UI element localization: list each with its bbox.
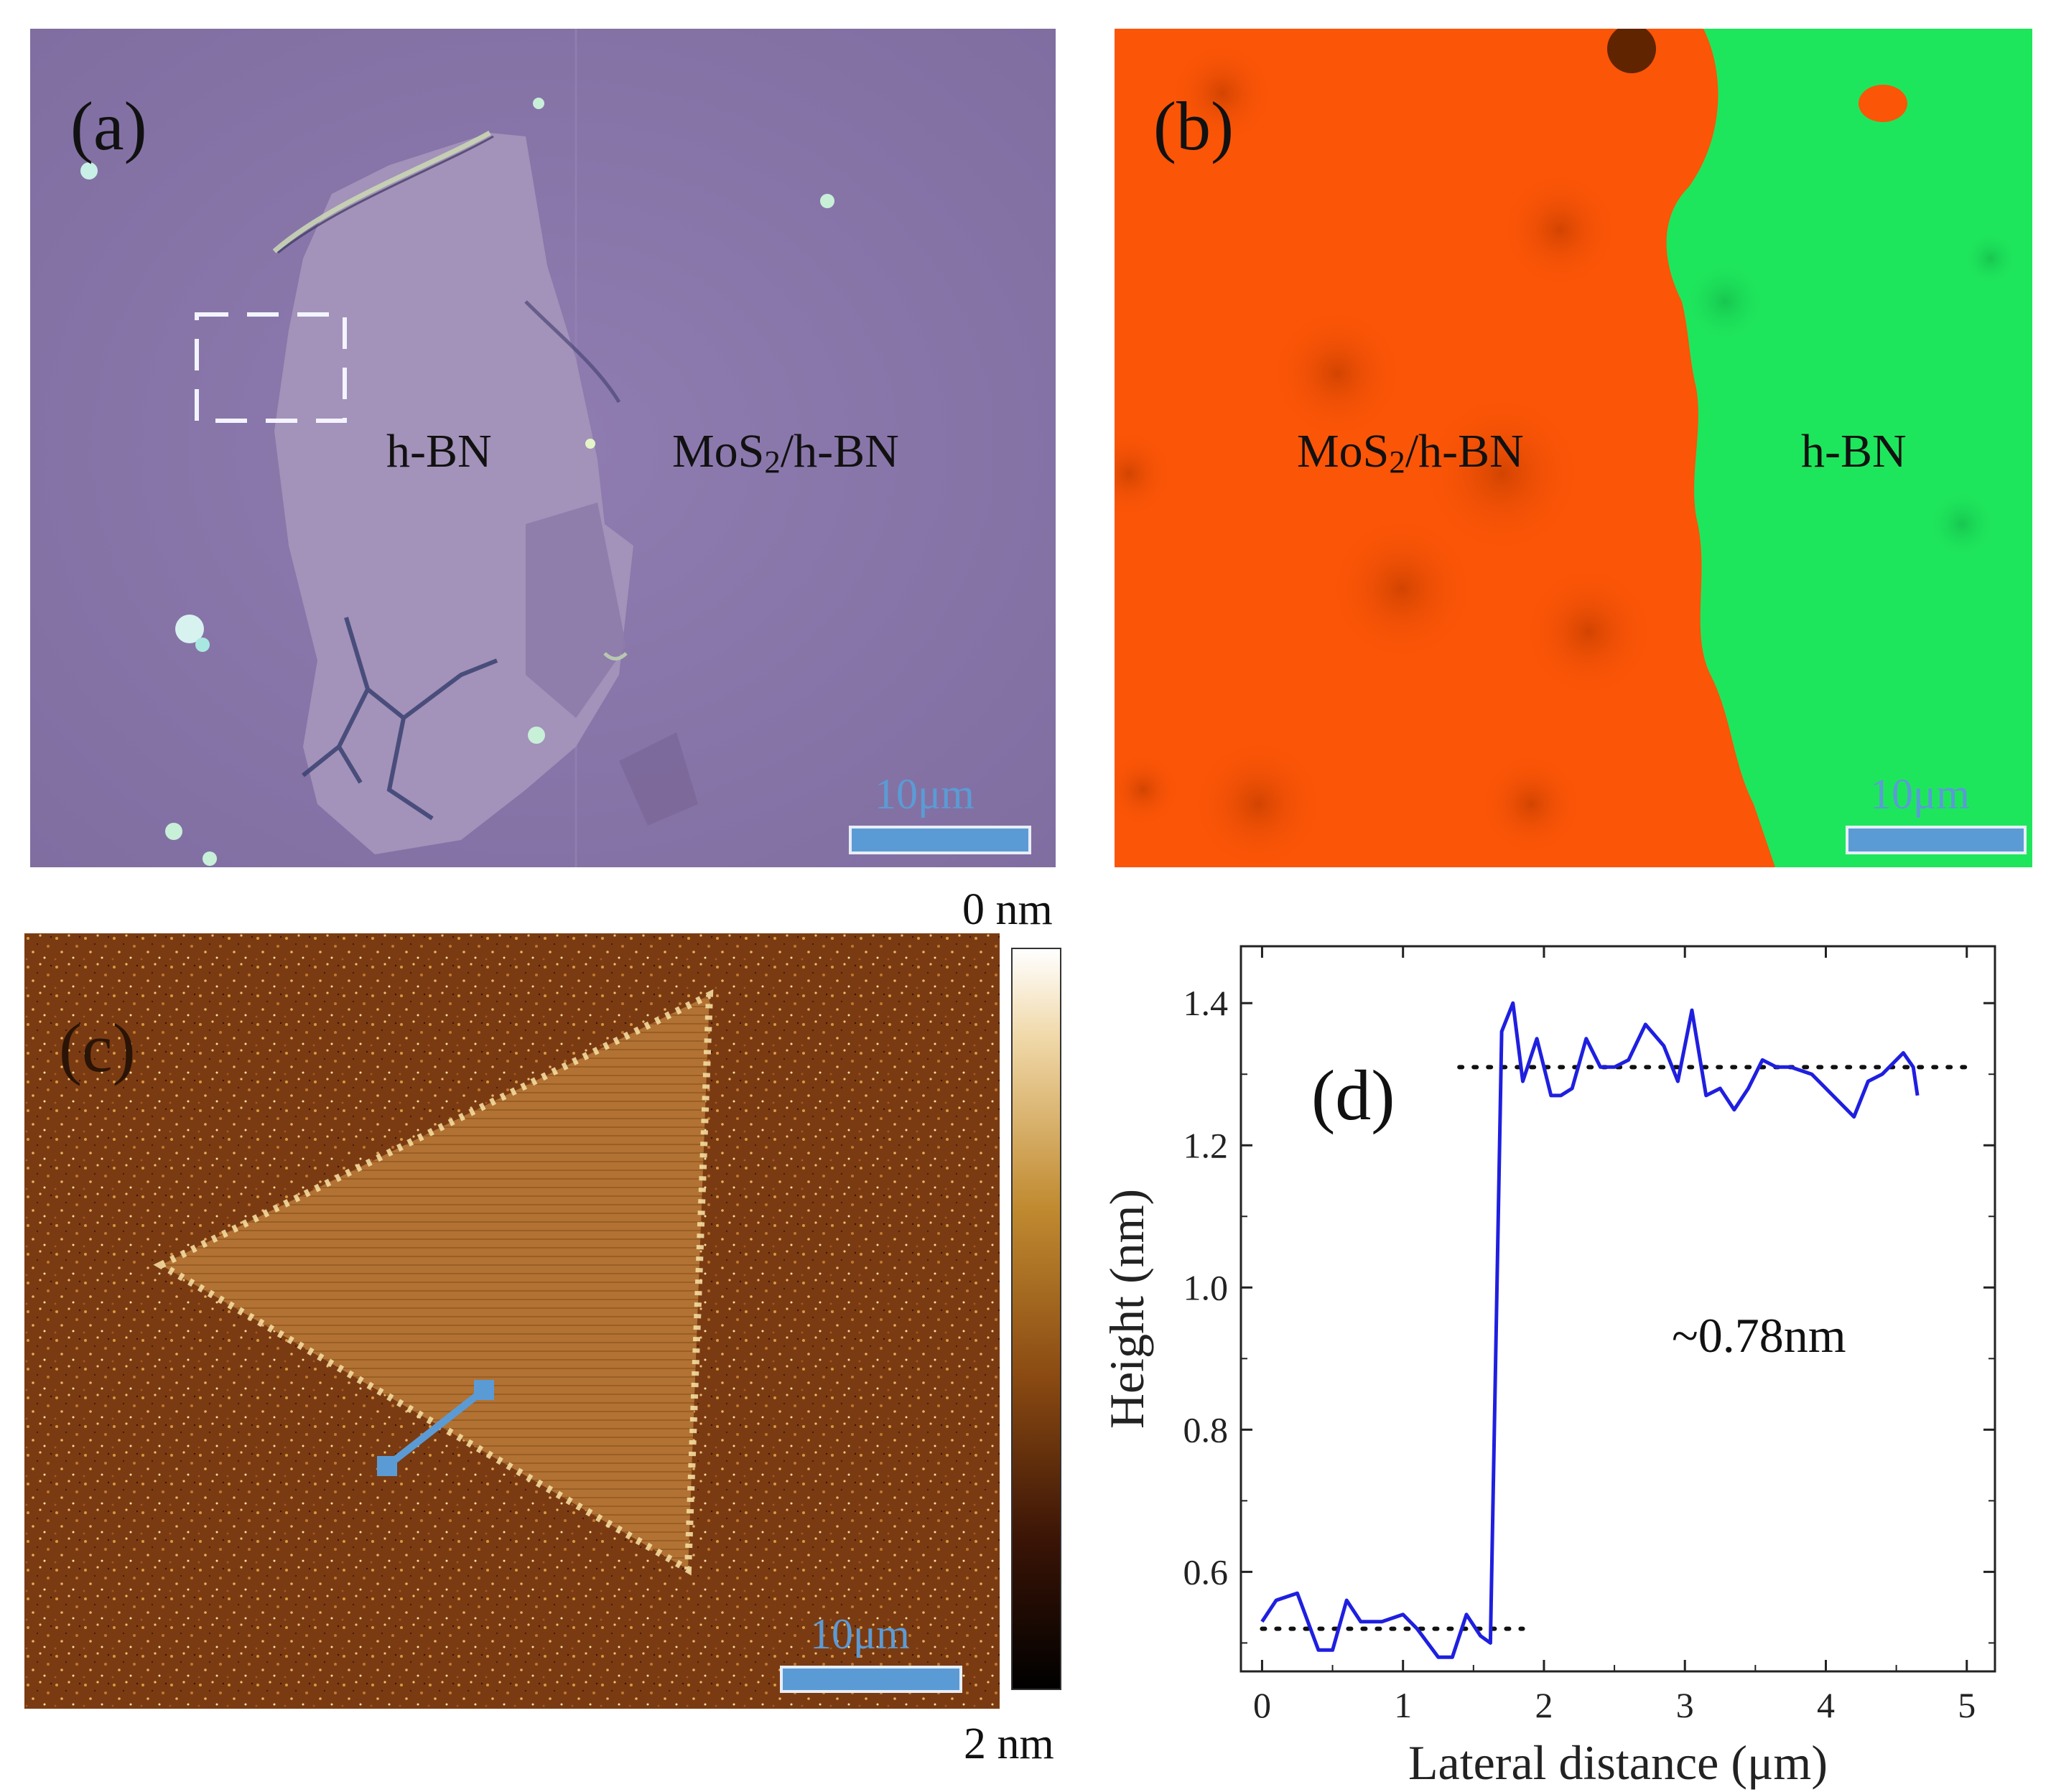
y-tick-label: 1.0 (1183, 1267, 1229, 1307)
plot-frame (1239, 945, 1996, 1673)
step-height-annotation: ~0.78nm (1672, 1308, 1846, 1363)
panel-d-height-profile: 0 1 2 3 4 5 0.6 0.8 1.0 1.2 1.4 Lateral distance (μ… (1077, 897, 2056, 1792)
series-line-height-profile (1260, 1001, 1920, 1659)
mos2-triangle (161, 995, 710, 1569)
colorbar-top-label: 0 nm (962, 885, 1053, 934)
scale-bar-label: 10μm (810, 1610, 910, 1658)
x-tick-label: 3 (1676, 1685, 1694, 1725)
dashed-selection-box (195, 312, 347, 423)
region-label-hbn: h-BN (386, 425, 492, 477)
y-tick-label: 0.8 (1183, 1409, 1229, 1450)
region-label-mos2-hbn: MoS2/h-BN (1297, 425, 1524, 480)
x-tick-label: 5 (1958, 1685, 1976, 1725)
y-tick-label: 1.4 (1183, 983, 1229, 1023)
profile-line (384, 1387, 487, 1469)
region-label-mos2-hbn: MoS2/h-BN (672, 425, 899, 480)
panel-b-raman-map: (b) MoS2/h-BN h-BN 10μm (1115, 29, 2032, 867)
scale-bar-label: 10μm (875, 770, 974, 818)
raman-map (1115, 29, 2032, 867)
panel-label: (c) (59, 1009, 136, 1086)
panel-c-afm-image: (c) 10μm (24, 933, 1000, 1709)
colorbar-bottom-label: 2 nm (964, 1719, 1054, 1768)
scale-bar (1846, 826, 2027, 854)
scale-bar (849, 826, 1031, 854)
x-tick-label: 4 (1817, 1685, 1835, 1725)
profile-end-marker (474, 1380, 494, 1400)
y-tick-label: 0.6 (1183, 1551, 1229, 1592)
x-tick-label: 2 (1535, 1685, 1553, 1725)
x-tick-label: 1 (1394, 1685, 1412, 1725)
panel-label: (b) (1153, 88, 1234, 164)
panel-label: (d) (1311, 1055, 1395, 1135)
panel-a-optical-image: (a) h-BN MoS2/h-BN 10μm (30, 29, 1056, 867)
x-tick-label: 0 (1253, 1685, 1271, 1725)
height-profile-chart: 0 1 2 3 4 5 0.6 0.8 1.0 1.2 1.4 Lateral distance (μ… (1099, 945, 1996, 1790)
y-tick-label: 1.2 (1183, 1125, 1229, 1165)
panel-label: (a) (70, 88, 147, 164)
profile-start-marker (377, 1456, 397, 1476)
afm-topography (24, 933, 1000, 1709)
scale-bar (780, 1666, 962, 1693)
colorbar (1011, 948, 1061, 1690)
region-label-hbn: h-BN (1801, 425, 1907, 477)
optical-micrograph (30, 29, 1056, 867)
scale-bar-label: 10μm (1870, 770, 1970, 818)
y-axis-label: Height (nm) (1099, 1189, 1154, 1429)
x-axis-label: Lateral distance (μm) (1408, 1735, 1828, 1790)
